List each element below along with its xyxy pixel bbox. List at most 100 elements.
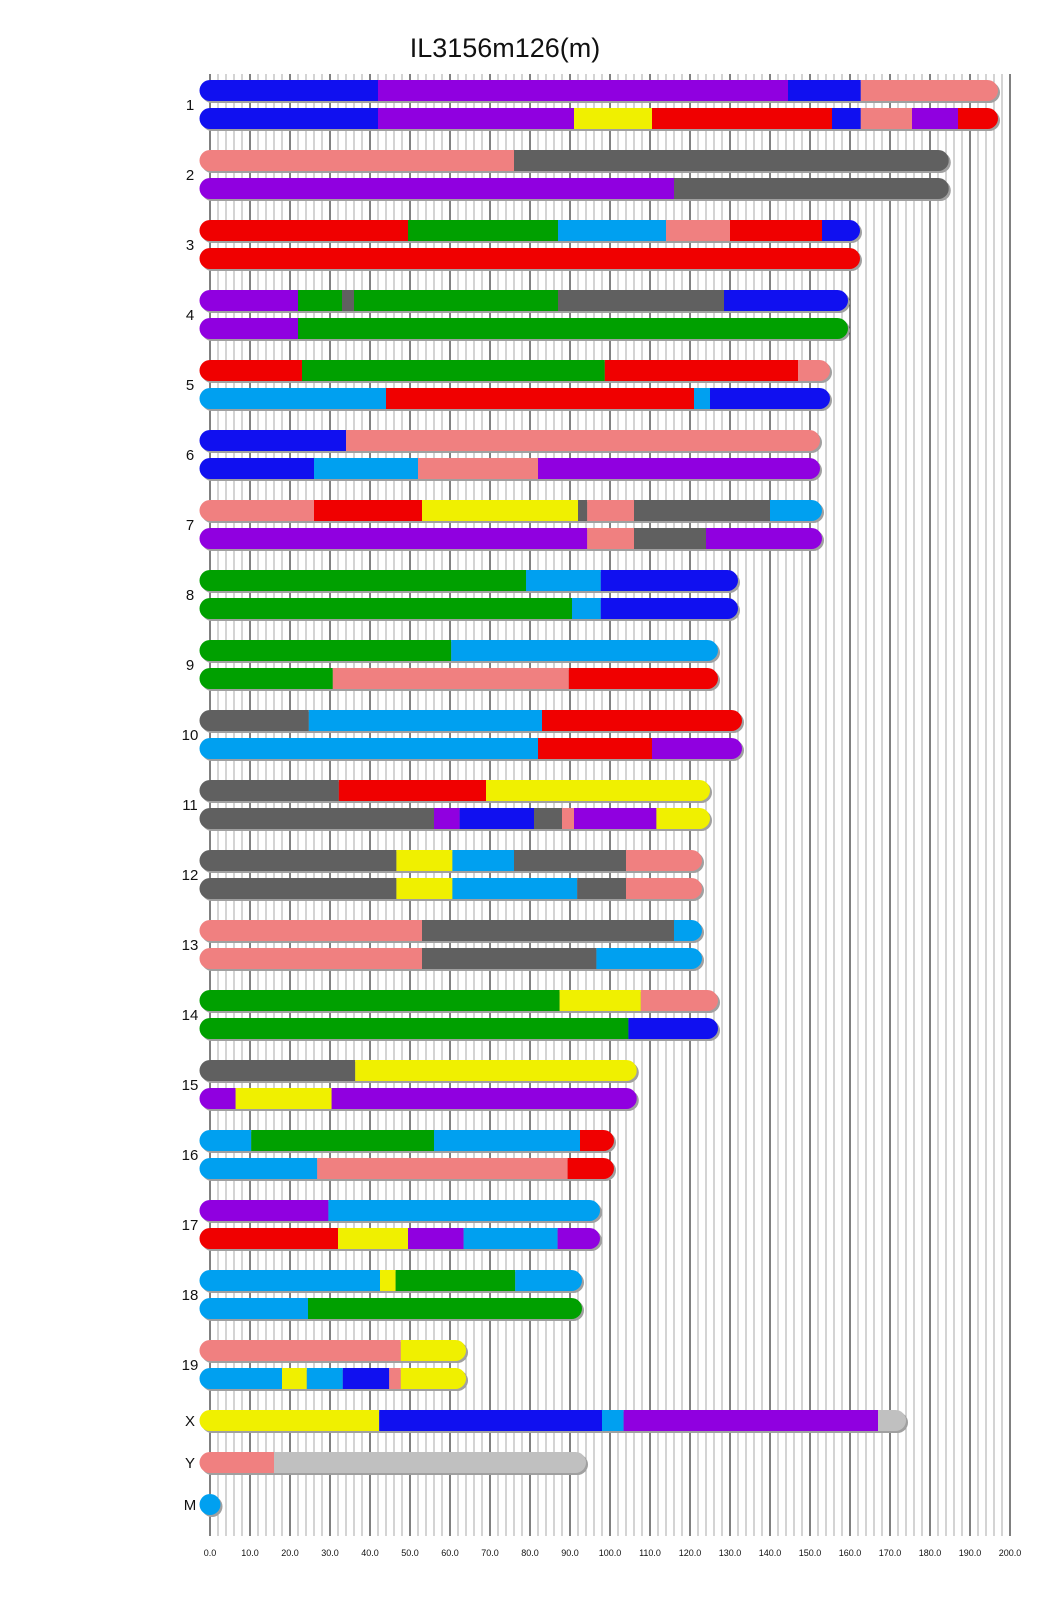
chromosome-label-4: 4 [186, 307, 194, 324]
segment-pink [860, 80, 998, 101]
segment-lightgrey [878, 1410, 906, 1431]
segment-pink [199, 500, 314, 521]
segment-blue [199, 430, 346, 451]
segment-purple [538, 458, 820, 479]
segment-yellow [400, 1340, 466, 1361]
chromosome-label-6: 6 [186, 447, 194, 464]
x-tick-label: 100.0 [599, 1548, 622, 1558]
x-tick-label: 50.0 [401, 1548, 419, 1558]
segment-red [386, 388, 694, 409]
segment-green [395, 1270, 516, 1291]
x-tick-label: 10.0 [241, 1548, 259, 1558]
segment-grey [578, 500, 588, 521]
segment-grey [534, 808, 562, 829]
segment-pink [199, 150, 514, 171]
segment-grey [199, 1060, 356, 1081]
segment-red [199, 248, 860, 269]
segment-lightblue [199, 1158, 318, 1179]
segment-blue [822, 220, 860, 241]
segment-lightblue [451, 640, 718, 661]
chromosome-3-haplotype-1 [199, 220, 862, 243]
x-tick-label: 90.0 [561, 1548, 579, 1558]
chromosome-2-haplotype-1 [199, 150, 951, 173]
segment-lightgrey [274, 1452, 586, 1473]
segment-lightblue [199, 1494, 221, 1515]
segment-lightblue [199, 1270, 380, 1291]
chromosome-12-haplotype-2 [199, 878, 704, 901]
chromosome-3-haplotype-2 [199, 248, 862, 271]
x-tick-label: 200.0 [999, 1548, 1022, 1558]
segment-pink [389, 1368, 401, 1389]
chromosome-11-haplotype-1 [199, 780, 712, 803]
segment-yellow [559, 990, 641, 1011]
chromosome-Y-haplotype-1 [199, 1452, 588, 1475]
segment-yellow [338, 1228, 408, 1249]
segment-lightblue [452, 878, 578, 899]
chromosome-label-13: 13 [182, 937, 199, 954]
segment-green [199, 990, 560, 1011]
chromosome-5-haplotype-1 [199, 360, 832, 383]
chromosome-9-haplotype-2 [199, 668, 720, 691]
chromosome-14-haplotype-2 [199, 1018, 720, 1041]
chromosome-10-haplotype-1 [199, 710, 744, 733]
chromosome-label-X: X [185, 1413, 195, 1430]
segment-red [199, 360, 302, 381]
segment-pink [626, 850, 702, 871]
chromosome-label-9: 9 [186, 657, 194, 674]
segment-lightblue [526, 570, 601, 591]
segment-purple [378, 108, 574, 129]
segment-lightblue [674, 920, 702, 941]
segment-grey [199, 710, 309, 731]
segment-pink [332, 668, 569, 689]
x-tick-label: 30.0 [321, 1548, 339, 1558]
segment-red [314, 500, 422, 521]
segment-purple [199, 1200, 329, 1221]
segment-red [604, 360, 798, 381]
segment-lightblue [694, 388, 710, 409]
x-tick-label: 70.0 [481, 1548, 499, 1558]
segment-pink [562, 808, 574, 829]
segment-green [302, 360, 605, 381]
chromosome-18-haplotype-1 [199, 1270, 584, 1293]
segment-blue [600, 598, 738, 619]
segment-yellow [574, 108, 652, 129]
chromosome-label-7: 7 [186, 517, 194, 534]
segment-green [199, 1018, 629, 1039]
segment-lightblue [199, 1368, 282, 1389]
segment-green [298, 290, 342, 311]
chromosome-X-haplotype-1 [199, 1410, 908, 1433]
segment-grey [199, 878, 397, 899]
segment-yellow [400, 1368, 466, 1389]
segment-blue [199, 80, 378, 101]
segment-lightblue [199, 1298, 308, 1319]
segment-pink [199, 920, 422, 941]
segment-red [580, 1130, 614, 1151]
segment-yellow [422, 500, 578, 521]
segment-red [652, 108, 832, 129]
segment-grey [422, 920, 674, 941]
segment-purple [557, 1228, 600, 1249]
segment-red [958, 108, 998, 129]
segment-grey [674, 178, 949, 199]
segment-grey [199, 850, 397, 871]
chromosome-4-haplotype-1 [199, 290, 850, 313]
segment-pink [626, 878, 702, 899]
segment-lightblue [199, 1130, 252, 1151]
x-tick-label: 160.0 [839, 1548, 862, 1558]
segment-blue [342, 1368, 390, 1389]
segment-purple [434, 808, 460, 829]
segment-purple [706, 528, 822, 549]
segment-purple [912, 108, 958, 129]
x-tick-label: 40.0 [361, 1548, 379, 1558]
segment-lightblue [306, 1368, 343, 1389]
chromosome-label-5: 5 [186, 377, 194, 394]
segment-blue [600, 570, 738, 591]
segment-blue [710, 388, 830, 409]
segment-lightblue [572, 598, 601, 619]
x-tick-label: 20.0 [281, 1548, 299, 1558]
segment-lightblue [770, 500, 822, 521]
segment-green [298, 318, 848, 339]
x-tick-label: 120.0 [679, 1548, 702, 1558]
chromosome-label-16: 16 [182, 1147, 199, 1164]
